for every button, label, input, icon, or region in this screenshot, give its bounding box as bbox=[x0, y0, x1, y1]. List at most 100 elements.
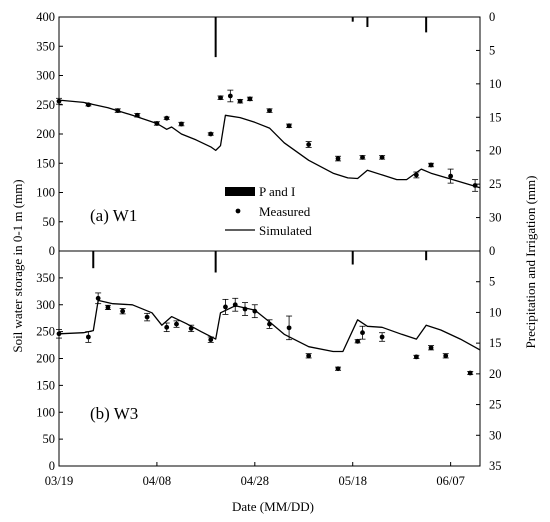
y2-tick-label: 0 bbox=[489, 244, 495, 258]
y2-tick-label: 35 bbox=[489, 459, 502, 473]
measured-point bbox=[105, 305, 111, 310]
measured-point bbox=[252, 308, 258, 314]
measured-point bbox=[306, 353, 312, 359]
p-and-i-bar bbox=[214, 251, 217, 273]
p-and-i-bar bbox=[351, 251, 354, 265]
y2-tick-label: 15 bbox=[489, 110, 502, 124]
y2-tick-label: 25 bbox=[489, 177, 502, 191]
panel-label: (b) W3 bbox=[90, 404, 138, 423]
panel-w3: 0 50 100 150 200 250 300 350 0 5 10 15 20 25 30 35 (b) W… bbox=[36, 244, 501, 473]
p-and-i-bar bbox=[214, 17, 217, 58]
y-tick-label: 350 bbox=[36, 39, 55, 53]
panel-label: (a) W1 bbox=[90, 206, 137, 225]
measured-point bbox=[95, 295, 101, 301]
y-tick-label: 200 bbox=[36, 127, 55, 141]
measured-point bbox=[428, 162, 434, 168]
measured-point bbox=[379, 334, 385, 340]
p-and-i-bar bbox=[366, 17, 369, 28]
legend-entry-p-and-i: P and I bbox=[259, 184, 295, 199]
x-tick-label: 03/19 bbox=[45, 474, 73, 488]
p-and-i-bar bbox=[425, 17, 428, 33]
measured-point bbox=[467, 370, 473, 376]
measured-point bbox=[188, 326, 194, 331]
y-tick-label: 50 bbox=[43, 215, 56, 229]
panel-w1: 0 50 100 150 200 250 300 350 400 0 5 10 15 20 25 30 (a) … bbox=[36, 10, 501, 258]
y2-tick-label: 30 bbox=[489, 211, 502, 225]
x-tick-label: 04/28 bbox=[241, 474, 269, 488]
measured-point bbox=[428, 345, 434, 351]
y2-tick-label: 10 bbox=[489, 77, 502, 91]
y2-tick-label: 20 bbox=[489, 144, 502, 158]
y-tick-label: 300 bbox=[36, 298, 55, 312]
y2-axis-label: Precipitation and Irrigation (mm) bbox=[523, 176, 538, 349]
measured-point bbox=[232, 302, 238, 308]
y-tick-label: 250 bbox=[36, 325, 55, 339]
y-tick-label: 300 bbox=[36, 69, 55, 83]
y-tick-label: 250 bbox=[36, 98, 55, 112]
measured-point bbox=[134, 112, 140, 118]
y-tick-label: 0 bbox=[49, 244, 55, 258]
measured-point bbox=[120, 308, 126, 314]
measured-point bbox=[267, 321, 272, 327]
x-axis-label: Date (MM/DD) bbox=[232, 499, 314, 514]
measured-point bbox=[247, 96, 253, 102]
measured-point bbox=[85, 102, 91, 108]
date-x-axis: 03/19 04/08 04/28 05/18 06/07 bbox=[45, 462, 465, 488]
y-tick-label: 100 bbox=[36, 186, 55, 200]
x-tick-label: 06/07 bbox=[436, 474, 464, 488]
y2-tick-label: 10 bbox=[489, 305, 502, 319]
y-tick-label: 150 bbox=[36, 378, 55, 392]
y-tick-label: 50 bbox=[43, 432, 56, 446]
y-tick-label: 0 bbox=[49, 459, 55, 473]
y2-tick-label: 15 bbox=[489, 336, 502, 350]
chart-legend: P and I Measured Simulated bbox=[225, 184, 312, 238]
p-and-i-bar bbox=[92, 251, 95, 269]
measured-point bbox=[335, 366, 341, 372]
measured-point bbox=[448, 173, 454, 179]
measured-point bbox=[174, 321, 179, 327]
y-tick-label: 150 bbox=[36, 156, 55, 170]
y2-tick-label: 20 bbox=[489, 367, 502, 381]
measured-point bbox=[208, 131, 214, 137]
y-axis-label: Soil water storage in 0-1 m (mm) bbox=[10, 179, 25, 352]
measured-point bbox=[164, 115, 170, 121]
y2-tick-label: 0 bbox=[489, 10, 495, 24]
measured-point bbox=[237, 98, 243, 104]
measured-point bbox=[443, 353, 449, 359]
y2-tick-label: 5 bbox=[489, 275, 495, 289]
measured-point bbox=[223, 304, 228, 310]
y2-tick-label: 5 bbox=[489, 43, 495, 57]
measured-point bbox=[355, 338, 361, 344]
measured-point bbox=[178, 121, 184, 127]
legend-entry-measured: Measured bbox=[259, 204, 311, 219]
measured-point bbox=[286, 123, 292, 129]
p-and-i-bar bbox=[425, 251, 428, 261]
measured-point bbox=[154, 121, 160, 126]
measured-point bbox=[227, 93, 233, 99]
p-and-i-bar bbox=[351, 17, 354, 22]
measured-point bbox=[56, 331, 62, 337]
legend-entry-simulated: Simulated bbox=[259, 223, 312, 238]
measured-point bbox=[56, 98, 62, 104]
measured-point bbox=[267, 108, 272, 113]
measured-point bbox=[335, 156, 341, 161]
measured-point bbox=[413, 172, 419, 178]
measured-point bbox=[379, 155, 385, 160]
measured-point bbox=[360, 155, 365, 160]
y2-tick-label: 30 bbox=[489, 428, 502, 442]
y2-tick-label: 25 bbox=[489, 398, 502, 412]
simulated-series-line bbox=[58, 99, 481, 189]
y-tick-label: 100 bbox=[36, 405, 55, 419]
measured-point bbox=[472, 183, 478, 188]
measured-point bbox=[360, 330, 365, 336]
legend-bar-swatch bbox=[225, 187, 255, 196]
measured-point bbox=[413, 354, 419, 360]
measured-point bbox=[242, 306, 248, 312]
x-tick-label: 05/18 bbox=[338, 474, 366, 488]
legend-point-swatch bbox=[235, 208, 241, 214]
y-tick-label: 200 bbox=[36, 352, 55, 366]
measured-point bbox=[115, 108, 121, 113]
measured-point bbox=[164, 324, 170, 330]
measured-point bbox=[85, 334, 91, 340]
